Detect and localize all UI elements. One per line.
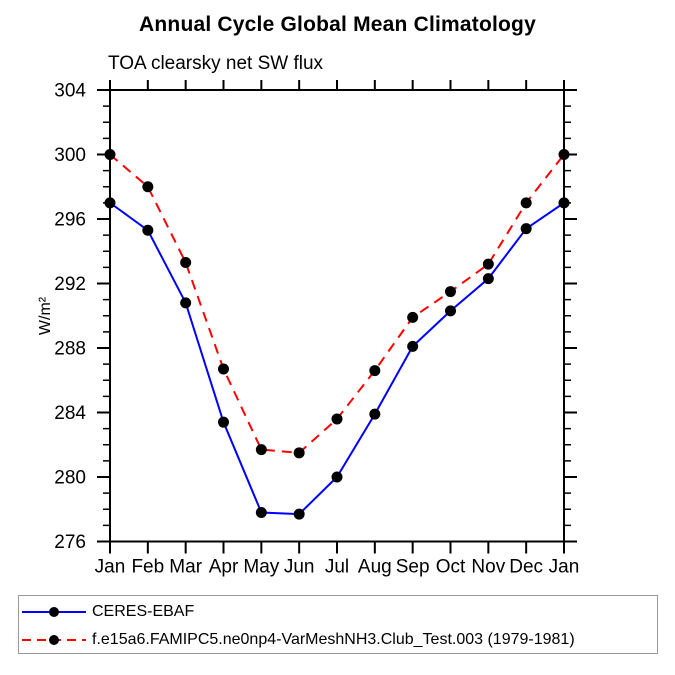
data-point-marker: [369, 365, 381, 377]
legend-item-ceres-ebaf: CERES-EBAF: [21, 598, 657, 626]
data-point-marker: [407, 340, 419, 352]
data-point-marker: [445, 305, 456, 317]
chart-title: Annual Cycle Global Mean Climatology: [139, 13, 536, 36]
data-point-marker: [445, 286, 456, 298]
x-axis-tick-label: Jun: [284, 557, 315, 578]
data-point-marker: [520, 223, 532, 235]
legend-box: CERES-EBAF f.e15a6.FAMIPC5.ne0np4-VarMes…: [18, 595, 658, 654]
data-point-marker: [407, 311, 419, 323]
data-point-marker: [142, 224, 154, 236]
y-axis-tick-label: 304: [54, 81, 86, 102]
x-axis-tick-label: Nov: [471, 557, 505, 578]
x-axis-tick-label: Aug: [358, 557, 392, 578]
x-axis-tick-label: Apr: [209, 557, 239, 578]
y-axis-tick-label: 292: [54, 274, 86, 295]
x-axis-tick-label: Dec: [509, 557, 543, 578]
y-axis-tick-label: 284: [54, 403, 86, 424]
data-point-marker: [255, 444, 267, 456]
y-axis-title: W/m²: [37, 296, 54, 336]
data-point-marker: [558, 149, 570, 160]
data-point-marker: [558, 197, 570, 209]
data-point-marker: [520, 197, 532, 209]
data-point-marker: [293, 508, 305, 520]
chart-subtitle: TOA clearsky net SW flux: [108, 53, 324, 74]
data-point-marker: [482, 258, 494, 270]
data-point-marker: [104, 197, 116, 209]
legend-label-model-run: f.e15a6.FAMIPC5.ne0np4-VarMeshNH3.Club_T…: [92, 631, 575, 648]
legend-item-model-run: f.e15a6.FAMIPC5.ne0np4-VarMeshNH3.Club_T…: [21, 626, 657, 654]
data-point-marker: [293, 447, 305, 459]
legend-sample-marker: [49, 607, 59, 617]
data-point-marker: [142, 181, 154, 193]
legend-line-sample-dashed: [22, 635, 86, 645]
x-axis-tick-label: Oct: [436, 557, 466, 578]
x-axis-tick-label: Jul: [325, 557, 349, 578]
data-point-marker: [104, 149, 116, 160]
y-axis-tick-label: 288: [54, 339, 86, 360]
x-axis-tick-label: Jan: [95, 557, 126, 578]
x-axis-tick-label: Sep: [396, 557, 430, 578]
y-axis-tick-label: 280: [54, 468, 86, 489]
data-point-marker: [482, 273, 494, 285]
data-point-marker: [218, 416, 229, 428]
y-axis-tick-label: 300: [54, 145, 86, 166]
chart-plot-area: Jan Feb Mar Apr May Jun Jul Aug Sep Oct Nov Dec Jan2…: [54, 80, 580, 578]
data-point-marker: [218, 363, 229, 375]
data-point-marker: [331, 413, 343, 425]
data-point-marker: [331, 471, 343, 483]
x-axis-tick-label: Mar: [169, 557, 202, 578]
x-axis-tick-label: Jan: [549, 557, 580, 578]
data-point-marker: [255, 506, 267, 518]
y-axis-tick-label: 276: [54, 532, 86, 553]
series-line-model-run: [109, 153, 565, 454]
legend-label-ceres-ebaf: CERES-EBAF: [92, 603, 195, 620]
data-point-marker: [180, 297, 192, 309]
x-axis-tick-label: May: [243, 557, 279, 578]
legend-sample-marker: [49, 635, 59, 645]
x-axis-tick-label: Feb: [131, 557, 164, 578]
legend-line-sample-solid: [22, 607, 86, 617]
data-point-marker: [180, 257, 192, 269]
y-axis-tick-label: 296: [54, 210, 86, 231]
data-point-marker: [369, 408, 381, 420]
